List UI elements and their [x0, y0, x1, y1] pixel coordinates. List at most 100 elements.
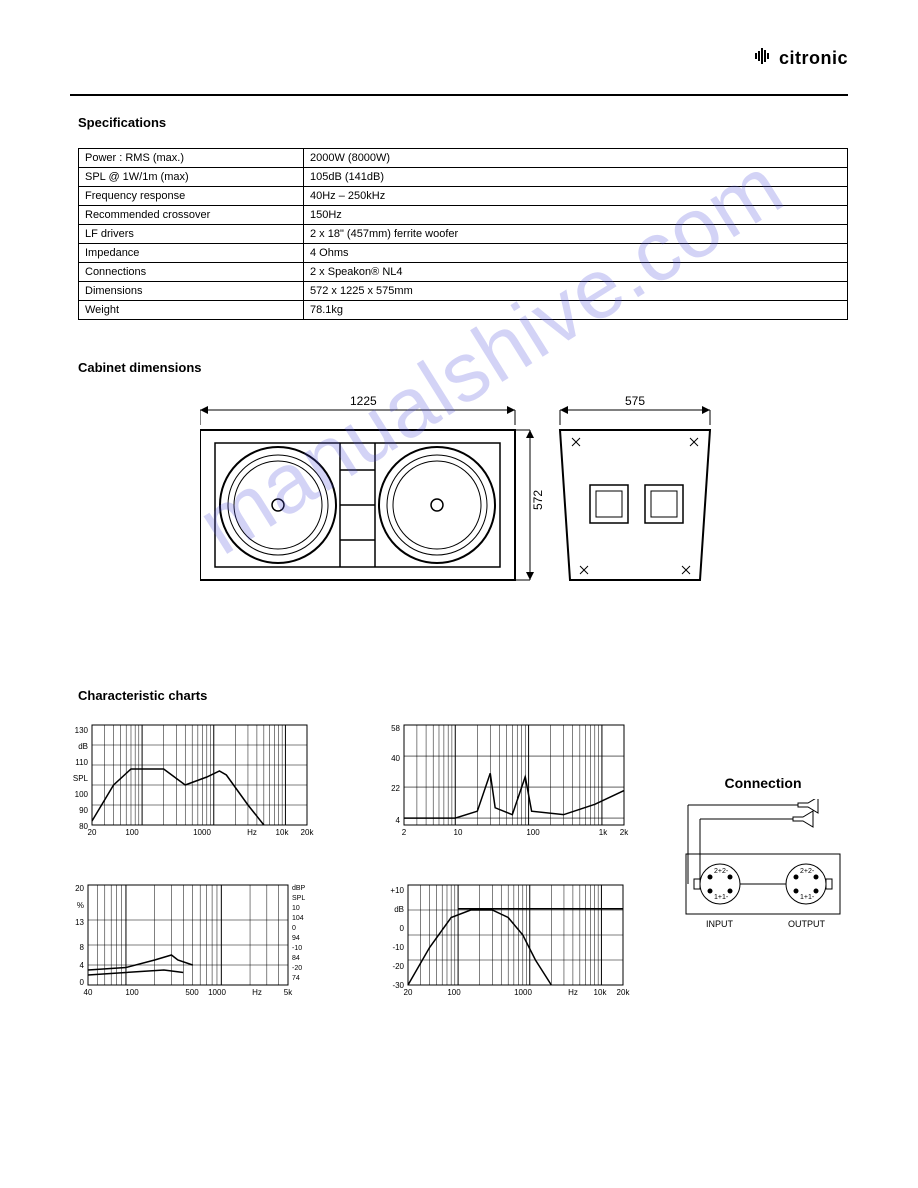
svg-text:1000: 1000 [208, 988, 226, 997]
svg-text:10: 10 [454, 828, 463, 837]
svg-text:20: 20 [404, 988, 413, 997]
table-row: Weight78.1kg [79, 301, 848, 320]
svg-text:-20: -20 [392, 962, 404, 971]
svg-text:84: 84 [292, 955, 300, 962]
dimensions-heading: Cabinet dimensions [78, 360, 202, 375]
table-row: Connections2 x Speakon® NL4 [79, 263, 848, 282]
connection-diagram: Connection 2+ 2- 1+ 1- 2+ 2- 1+ 1- [678, 775, 848, 944]
spec-value: 40Hz – 250kHz [304, 187, 848, 206]
svg-text:100: 100 [447, 988, 461, 997]
table-row: Dimensions572 x 1225 x 575mm [79, 282, 848, 301]
svg-text:2-: 2- [808, 868, 815, 875]
spec-value: 4 Ohms [304, 244, 848, 263]
svg-text:1+: 1+ [800, 894, 808, 901]
chart-phase: +10dB0-10-20-30201001000Hz10k20k [378, 880, 638, 1005]
svg-text:-10: -10 [292, 945, 302, 952]
spec-label: Connections [79, 263, 304, 282]
svg-text:1000: 1000 [514, 988, 532, 997]
spec-value: 2 x Speakon® NL4 [304, 263, 848, 282]
table-row: Impedance4 Ohms [79, 244, 848, 263]
svg-text:OUTPUT: OUTPUT [788, 919, 826, 929]
svg-text:130: 130 [75, 726, 89, 735]
svg-text:94: 94 [292, 935, 300, 942]
svg-text:1000: 1000 [193, 828, 211, 837]
spec-label: SPL @ 1W/1m (max) [79, 168, 304, 187]
svg-text:SPL: SPL [73, 774, 89, 783]
svg-text:2-: 2- [722, 868, 729, 875]
svg-text:10: 10 [292, 905, 300, 912]
svg-text:13: 13 [75, 918, 84, 927]
chart-impedance: 58402242101001k2k [378, 720, 638, 845]
connection-title: Connection [678, 775, 848, 791]
svg-text:572: 572 [531, 490, 545, 510]
svg-text:1+: 1+ [714, 894, 722, 901]
svg-text:SPL: SPL [292, 895, 305, 902]
svg-text:4: 4 [396, 816, 401, 825]
svg-text:1-: 1- [808, 894, 815, 901]
svg-text:0: 0 [400, 924, 405, 933]
svg-text:40: 40 [84, 988, 93, 997]
svg-text:2k: 2k [620, 828, 629, 837]
svg-text:dB: dB [78, 742, 88, 751]
svg-text:+10: +10 [390, 886, 404, 895]
svg-text:Hz: Hz [568, 988, 578, 997]
svg-text:500: 500 [185, 988, 199, 997]
spec-value: 105dB (141dB) [304, 168, 848, 187]
svg-text:20: 20 [88, 828, 97, 837]
svg-text:INPUT: INPUT [706, 919, 734, 929]
svg-text:Hz: Hz [252, 988, 262, 997]
svg-text:1k: 1k [599, 828, 608, 837]
spec-value: 2000W (8000W) [304, 149, 848, 168]
dimensions-diagram: 1225 572 [200, 390, 740, 615]
svg-text:40: 40 [391, 754, 400, 763]
logo-icon [755, 48, 775, 69]
svg-text:575: 575 [625, 394, 645, 408]
spec-label: Impedance [79, 244, 304, 263]
svg-text:100: 100 [125, 988, 139, 997]
spec-value: 2 x 18" (457mm) ferrite woofer [304, 225, 848, 244]
svg-text:20k: 20k [301, 828, 315, 837]
chart-frequency-response: 130dB110SPL1009080201001000Hz10k20k [62, 720, 322, 845]
svg-text:-10: -10 [392, 943, 404, 952]
svg-text:8: 8 [80, 943, 85, 952]
svg-text:dB: dB [394, 905, 404, 914]
spec-label: Dimensions [79, 282, 304, 301]
svg-text:2: 2 [402, 828, 407, 837]
table-row: LF drivers2 x 18" (457mm) ferrite woofer [79, 225, 848, 244]
svg-text:90: 90 [79, 806, 88, 815]
spec-label: Frequency response [79, 187, 304, 206]
svg-text:22: 22 [391, 784, 400, 793]
svg-text:0: 0 [80, 978, 85, 987]
svg-text:0: 0 [292, 925, 296, 932]
table-row: Power : RMS (max.)2000W (8000W) [79, 149, 848, 168]
svg-text:74: 74 [292, 975, 300, 982]
spec-label: Recommended crossover [79, 206, 304, 225]
svg-text:2+: 2+ [800, 868, 808, 875]
svg-text:4: 4 [80, 961, 85, 970]
chart-distortion: 20%13840dBPSPL10104094-1084-207440100500… [62, 880, 322, 1005]
table-row: Recommended crossover150Hz [79, 206, 848, 225]
svg-text:1225: 1225 [350, 394, 377, 408]
svg-text:100: 100 [75, 790, 89, 799]
svg-text:-20: -20 [292, 965, 302, 972]
svg-text:%: % [77, 901, 84, 910]
table-row: Frequency response40Hz – 250kHz [79, 187, 848, 206]
header-rule [70, 94, 848, 96]
svg-text:1-: 1- [722, 894, 729, 901]
svg-text:20: 20 [75, 884, 84, 893]
spec-value: 78.1kg [304, 301, 848, 320]
svg-text:2+: 2+ [714, 868, 722, 875]
svg-text:10k: 10k [276, 828, 290, 837]
svg-text:10k: 10k [594, 988, 608, 997]
svg-text:100: 100 [526, 828, 540, 837]
svg-text:5k: 5k [284, 988, 293, 997]
spec-label: LF drivers [79, 225, 304, 244]
spec-label: Weight [79, 301, 304, 320]
brand-header: citronic [755, 48, 848, 69]
brand-name: citronic [779, 48, 848, 69]
svg-text:dBP: dBP [292, 885, 306, 892]
spec-label: Power : RMS (max.) [79, 149, 304, 168]
svg-text:Hz: Hz [247, 828, 257, 837]
table-row: SPL @ 1W/1m (max)105dB (141dB) [79, 168, 848, 187]
svg-text:20k: 20k [617, 988, 631, 997]
